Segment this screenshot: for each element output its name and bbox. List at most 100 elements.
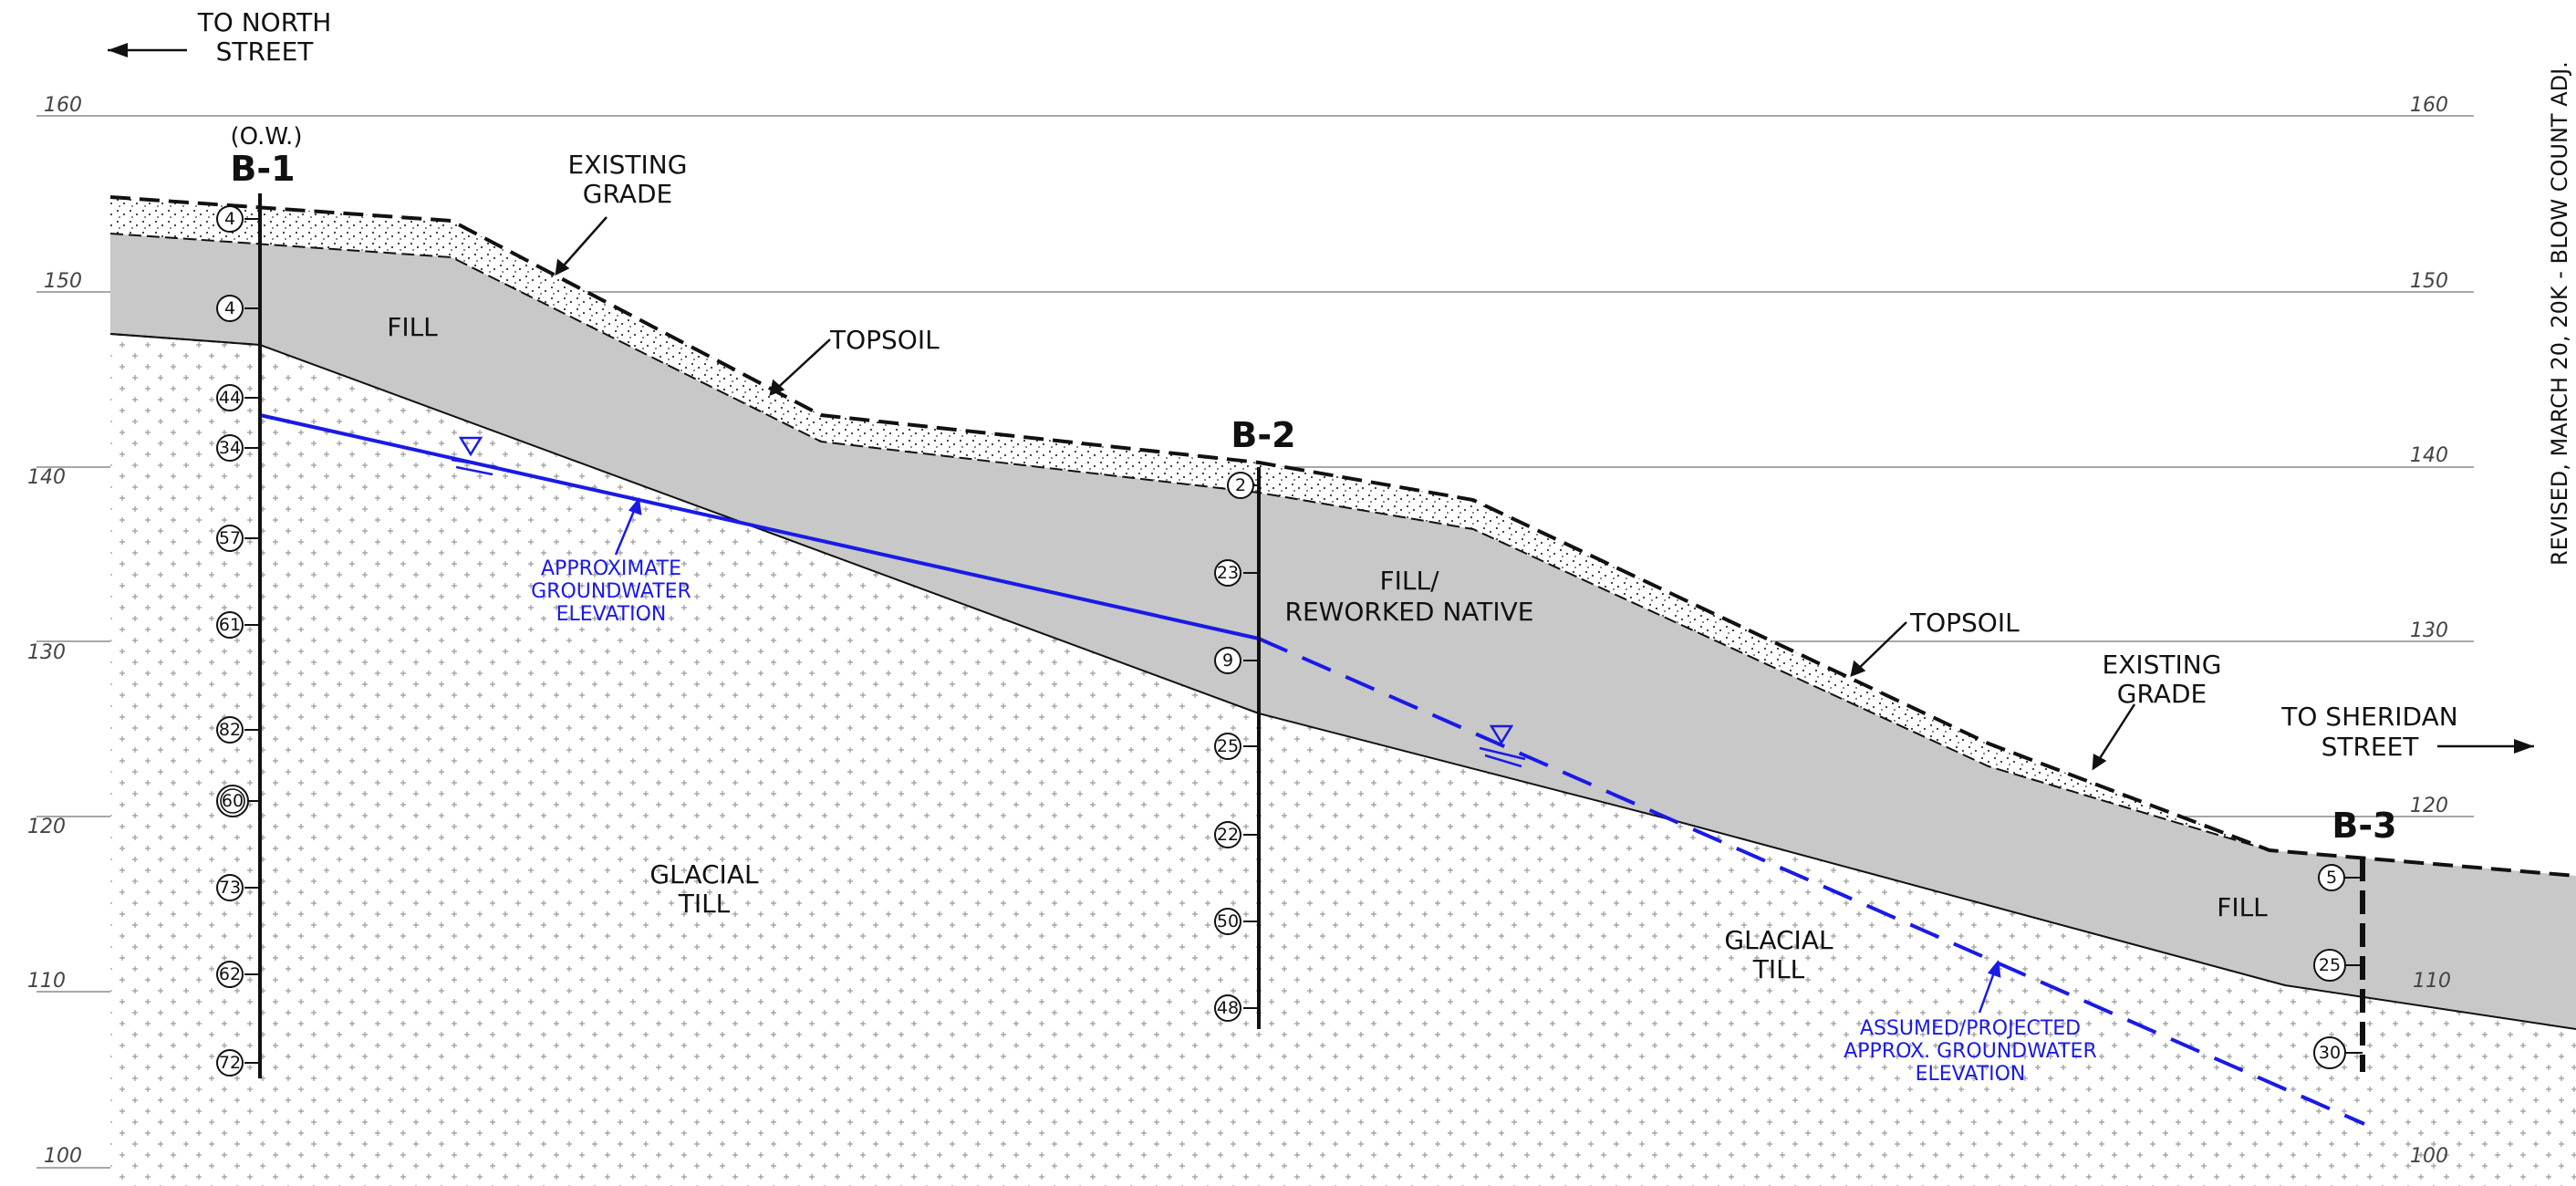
svg-text:30: 30 <box>2319 1043 2341 1063</box>
fill-layer <box>110 234 2576 1029</box>
blow-count: 60 <box>216 785 260 817</box>
elevation-label: 110 <box>27 970 66 993</box>
blow-count: 48 <box>1214 994 1259 1022</box>
elevation-label: 100 <box>44 1145 82 1168</box>
glacial-till-label-2-line2: TILL <box>1752 954 1805 984</box>
arrow-left-icon <box>108 43 187 57</box>
approximate-groundwater-line <box>259 413 1260 640</box>
elevation-label: 150 <box>44 270 82 293</box>
blow-count: 25 <box>2313 949 2363 982</box>
glacial-till-label-1-line1: GLACIAL <box>649 859 759 890</box>
fill-label-2-line2: REWORKED NATIVE <box>1285 597 1534 627</box>
elevation-label: 120 <box>2410 795 2448 817</box>
boring-b3-title: B-3 <box>2332 806 2396 846</box>
elevation-labels-right: 160 150 140 130 120 110 100 <box>2410 94 2451 1168</box>
existing-grade-label-2-line1: EXISTING <box>2103 650 2222 680</box>
water-table-symbol-2 <box>1479 724 1526 768</box>
svg-text:23: 23 <box>1217 563 1239 583</box>
leader-lines <box>555 216 2136 771</box>
topsoil-label-2: TOPSOIL <box>1909 608 2020 638</box>
direction-right-line2: STREET <box>2322 732 2420 762</box>
b3-blow-counts: 5 25 30 <box>2313 864 2363 1069</box>
blow-count: 73 <box>216 874 260 901</box>
glacial-till-label-2-line1: GLACIAL <box>1724 925 1833 955</box>
assumed-gw-label-line1: ASSUMED/PROJECTED <box>1860 1017 2081 1040</box>
svg-text:62: 62 <box>219 964 241 984</box>
boring-b1-title: B-1 <box>230 149 295 189</box>
blow-count: 50 <box>1214 908 1259 935</box>
svg-text:82: 82 <box>219 720 241 740</box>
blow-count: 5 <box>2318 864 2363 891</box>
fill-label-2-line1: FILL/ <box>1380 566 1440 596</box>
svg-text:2: 2 <box>1235 475 1246 495</box>
existing-grade-label-1-line1: EXISTING <box>568 150 688 180</box>
approx-gw-label-line1: APPROXIMATE <box>541 557 681 580</box>
existing-grade-line <box>109 195 2576 878</box>
svg-text:22: 22 <box>1217 825 1239 845</box>
blow-count: 44 <box>216 384 260 411</box>
blow-count: 23 <box>1214 559 1259 587</box>
svg-text:4: 4 <box>224 298 235 318</box>
elevation-label: 140 <box>2410 444 2448 467</box>
svg-text:25: 25 <box>2319 955 2341 975</box>
fill-till-dash-left <box>109 333 261 346</box>
elevation-label: 160 <box>44 94 82 117</box>
blow-count: 57 <box>216 525 260 552</box>
revision-note: REVISED, MARCH 20, 20K - BLOW COUNT ADJ. <box>2547 61 2572 566</box>
assumed-gw-label-line2: APPROX. GROUNDWATER <box>1844 1040 2097 1063</box>
blow-count: 22 <box>1214 821 1259 848</box>
svg-text:25: 25 <box>1217 736 1239 756</box>
elevation-label: 130 <box>27 641 66 664</box>
svg-text:57: 57 <box>219 528 241 548</box>
svg-text:4: 4 <box>224 209 235 229</box>
arrow-right-icon <box>2437 739 2534 754</box>
blow-count: 30 <box>2313 1036 2363 1069</box>
glacial-till-label-1-line2: TILL <box>678 889 731 919</box>
blow-count: 4 <box>216 205 260 233</box>
svg-text:60: 60 <box>222 791 244 811</box>
svg-text:9: 9 <box>1222 650 1233 671</box>
fill-label-3: FILL <box>2217 892 2268 922</box>
projected-groundwater-line <box>1258 637 2365 1126</box>
svg-text:72: 72 <box>219 1053 241 1073</box>
approx-gw-label-line2: GROUNDWATER <box>531 580 691 603</box>
elevation-label: 130 <box>2410 619 2448 642</box>
existing-grade-label-1-line2: GRADE <box>583 179 672 209</box>
blow-count: 25 <box>1214 733 1259 760</box>
blow-count: 61 <box>216 611 260 639</box>
elevation-labels-left: 160 150 140 130 120 110 100 <box>27 94 82 1168</box>
glacial-till-layer <box>110 334 2576 1186</box>
b1-blow-counts: 4 4 44 34 57 61 82 60 73 62 72 <box>216 205 260 1077</box>
gw-leader-lines <box>614 496 2001 1014</box>
blow-count: 4 <box>216 295 260 322</box>
svg-text:61: 61 <box>219 615 241 635</box>
b2-blow-counts: 2 23 9 25 22 50 48 <box>1214 472 1259 1022</box>
direction-left-line1: TO NORTH <box>197 7 332 37</box>
boring-b2-title: B-2 <box>1231 415 1295 455</box>
approx-gw-label-line3: ELEVATION <box>556 603 667 626</box>
blow-count: 72 <box>216 1049 260 1077</box>
elevation-label: 110 <box>2413 970 2451 993</box>
svg-text:50: 50 <box>1217 911 1239 931</box>
direction-left-line2: STREET <box>216 36 315 67</box>
assumed-gw-label-line3: ELEVATION <box>1916 1063 2026 1086</box>
boring-b1-note: (O.W.) <box>231 123 303 151</box>
elevation-label: 160 <box>2410 94 2448 117</box>
svg-text:48: 48 <box>1217 998 1239 1018</box>
elevation-label: 120 <box>27 816 66 838</box>
existing-grade-label-2-line2: GRADE <box>2117 679 2207 709</box>
elevation-label: 150 <box>2410 270 2448 293</box>
svg-text:5: 5 <box>2326 868 2337 888</box>
water-table-symbol-1 <box>451 436 498 476</box>
fill-label-1: FILL <box>387 312 438 342</box>
blow-count: 34 <box>216 434 260 462</box>
elevation-label: 140 <box>27 466 66 489</box>
svg-text:73: 73 <box>219 878 241 898</box>
topsoil-label-1: TOPSOIL <box>829 325 940 355</box>
svg-text:44: 44 <box>219 388 241 408</box>
svg-text:34: 34 <box>219 438 241 458</box>
blow-count: 62 <box>216 961 260 988</box>
blow-count: 2 <box>1227 472 1259 499</box>
blow-count: 82 <box>216 716 260 744</box>
